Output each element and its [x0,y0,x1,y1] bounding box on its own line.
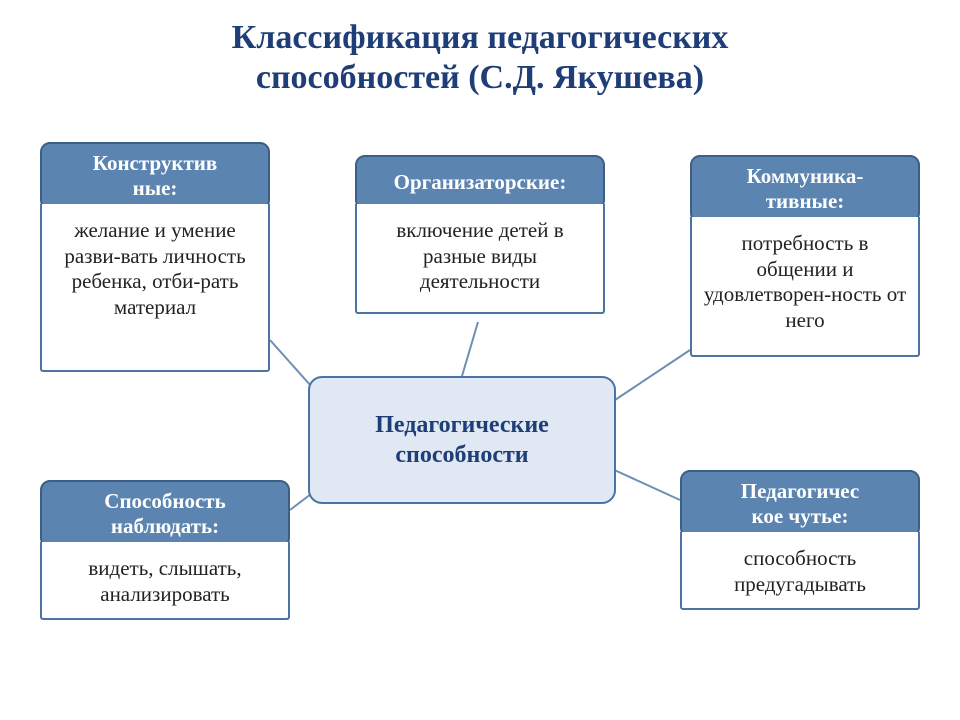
connector-communicative [612,350,690,402]
node-header-line2: наблюдать: [111,514,219,538]
node-body-organizational: включение детей в разные виды деятельнос… [355,204,605,314]
node-header-intuition: Педагогическое чутье: [680,470,920,538]
node-body-constructive: желание и умение разви-вать личность реб… [40,204,270,372]
node-intuition: Педагогическое чутье:способность предуга… [680,470,920,610]
node-header-observe: Способностьнаблюдать: [40,480,290,548]
node-constructive: Конструктивные:желание и умение разви-ва… [40,142,270,372]
node-header-line2: тивные: [766,189,845,213]
connector-organizational [462,322,478,376]
node-body-communicative: потребность в общении и удовлетворен-нос… [690,217,920,357]
node-observe: Способностьнаблюдать:видеть, слышать, ан… [40,480,290,620]
node-communicative: Коммуника-тивные:потребность в общении и… [690,155,920,357]
node-header-line1: Коммуника- [747,164,864,188]
node-organizational: Организаторские: включение детей в разные… [355,155,605,314]
node-header-line1: Способность [104,489,225,513]
node-header-line1: Педагогичес [741,479,859,503]
node-body-observe: видеть, слышать, анализировать [40,542,290,620]
node-header-communicative: Коммуника-тивные: [690,155,920,223]
node-body-intuition: способность предугадывать [680,532,920,610]
node-header-line2: кое чутье: [752,504,849,528]
node-header-line1: Организаторские: [394,170,567,194]
center-label: Педагогические способности [375,410,549,470]
node-header-constructive: Конструктивные: [40,142,270,210]
connector-intuition [610,468,680,500]
node-header-organizational: Организаторские: [355,155,605,210]
node-header-line2: ные: [133,176,178,200]
center-node: Педагогические способности [308,376,616,504]
node-header-line1: Конструктив [93,151,217,175]
